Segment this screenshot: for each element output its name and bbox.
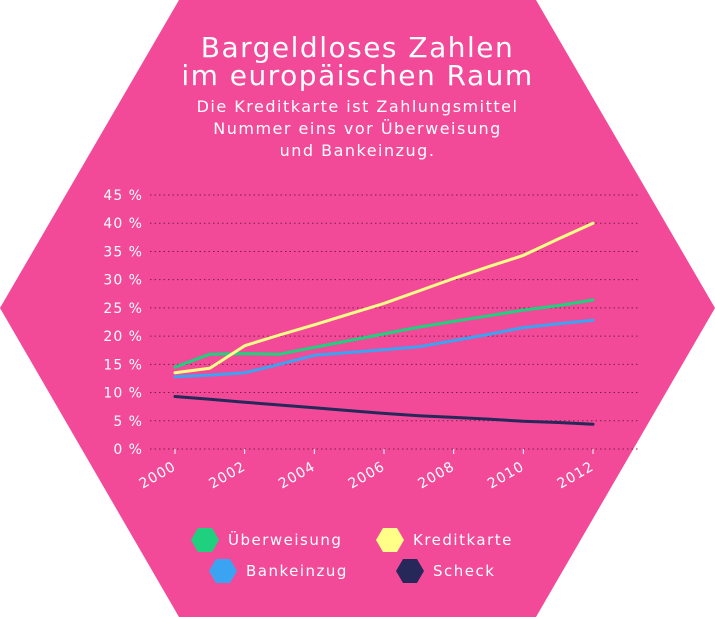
y-tick-label: 15 % <box>103 357 143 373</box>
y-tick-label: 30 % <box>103 273 143 289</box>
x-tick-label: 2000 <box>137 459 179 493</box>
legend-item-kreditkarte: Kreditkarte <box>375 528 513 552</box>
legend-hexagon-icon <box>209 559 237 583</box>
legend-label: Überweisung <box>228 531 343 549</box>
series-line--berweisung <box>173 298 595 369</box>
chart-title-line-2: im europäischen Raum <box>181 59 534 92</box>
x-tick-label: 2002 <box>206 459 248 493</box>
chart-subtitle-line-1: Die Kreditkarte ist Zahlungsmittel <box>196 97 519 116</box>
legend-hexagon-icon <box>191 528 219 552</box>
y-tick-label: 45 % <box>103 188 143 204</box>
y-tick-label: 5 % <box>113 414 143 430</box>
y-tick-label: 10 % <box>103 386 143 402</box>
x-tick-label: 2004 <box>276 459 318 493</box>
legend-item-ueberweisung: Überweisung <box>190 528 342 552</box>
y-tick-label: 20 % <box>103 329 143 345</box>
series-line-scheck <box>173 395 595 426</box>
legend-label: Bankeinzug <box>246 562 348 580</box>
x-tick-label: 2008 <box>415 459 457 493</box>
x-tick-label: 2012 <box>555 459 597 493</box>
legend-hexagon-icon <box>376 528 404 552</box>
legend-item-bankeinzug: Bankeinzug <box>208 559 348 583</box>
y-tick-label: 35 % <box>103 244 143 260</box>
series-line-bankeinzug <box>173 318 595 379</box>
legend-label: Scheck <box>433 562 496 580</box>
y-tick-label: 25 % <box>103 301 143 317</box>
x-tick-label: 2006 <box>346 459 388 493</box>
legend-hexagon-icon <box>396 559 424 583</box>
series-line-kreditkarte <box>173 221 595 375</box>
chart-subtitle-line-3: und Bankeinzug. <box>279 141 436 160</box>
legend-item-scheck: Scheck <box>395 559 495 583</box>
legend-label: Kreditkarte <box>413 531 513 549</box>
y-tick-label: 0 % <box>113 442 143 458</box>
chart-title-line-1: Bargeldloses Zahlen <box>200 31 515 64</box>
y-tick-label: 40 % <box>103 216 143 232</box>
chart-subtitle-line-2: Nummer eins vor Überweisung <box>213 119 502 138</box>
x-tick-label: 2010 <box>485 459 527 493</box>
